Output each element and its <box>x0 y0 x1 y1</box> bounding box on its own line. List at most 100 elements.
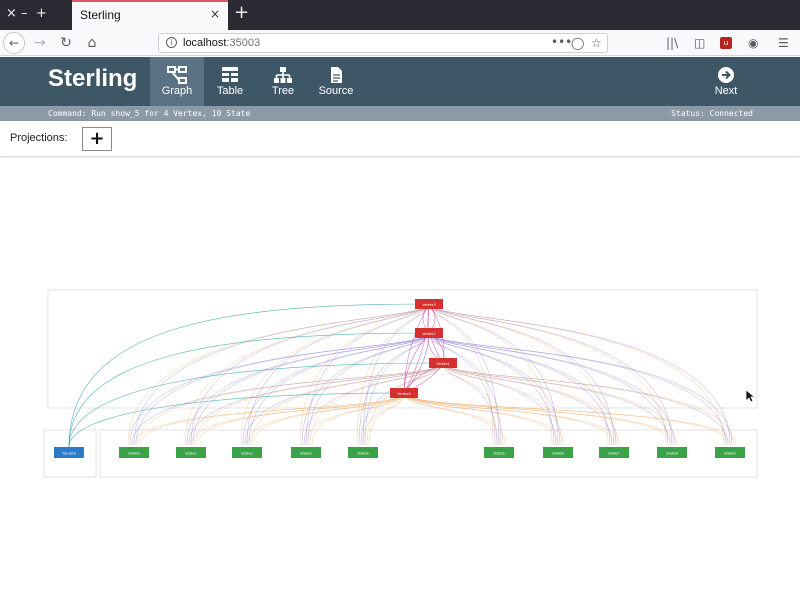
edge-line <box>403 332 430 394</box>
nav-tree-label: Tree <box>271 85 295 97</box>
pocket-icon[interactable]: ◯ <box>571 36 585 50</box>
edge-line <box>442 362 504 446</box>
edge-line <box>368 392 405 446</box>
edge-line <box>246 392 405 446</box>
edge-line <box>362 392 405 446</box>
edge-line <box>252 392 405 446</box>
nav-graph-label: Graph <box>161 85 193 97</box>
nav-table-label: Table <box>216 85 244 97</box>
edge-line <box>403 392 731 446</box>
sidebar-icon[interactable]: ◫ <box>694 36 706 50</box>
tab-close-icon[interactable]: × <box>209 7 220 21</box>
univ-node <box>54 447 84 458</box>
edge-line <box>428 303 673 446</box>
next-button[interactable]: Next <box>699 57 753 106</box>
source-icon <box>331 67 342 83</box>
vertex-node-label: Vertex1 <box>436 362 449 366</box>
forward-icon[interactable]: → <box>34 35 46 51</box>
state-node-label: State4 <box>357 452 369 456</box>
edge-line <box>428 303 559 446</box>
edge-line <box>403 392 565 446</box>
state-node <box>715 447 745 458</box>
menu-icon[interactable]: ☰ <box>778 36 789 50</box>
edge-line <box>403 392 615 446</box>
edge-line <box>442 362 619 446</box>
edge-line <box>403 332 430 394</box>
bookmark-star-icon[interactable]: ☆ <box>591 36 602 50</box>
url-bar[interactable]: i localhost:35003 ••• ◯ ☆ <box>158 33 608 53</box>
vertex-node <box>415 328 443 338</box>
edge-line <box>139 392 405 446</box>
graph-icon <box>167 66 187 84</box>
tree-icon <box>274 67 292 83</box>
add-projection-button[interactable]: + <box>82 127 112 151</box>
vertex-node-label: Vertex3 <box>422 303 435 307</box>
home-icon[interactable]: ⌂ <box>87 35 97 51</box>
url-text: localhost:35003 <box>183 37 260 49</box>
edge-line <box>403 303 430 394</box>
vertex-node-label: Vertex0 <box>397 392 410 396</box>
edge-line <box>68 362 444 448</box>
graph-svg[interactable]: Vertex3 Vertex2 Vertex1 Vertex0 TSLast0 State… <box>0 158 800 611</box>
new-tab-button[interactable]: + <box>234 2 250 23</box>
mouse-cursor-icon <box>745 389 755 403</box>
projections-label: Projections: <box>10 132 68 144</box>
edge-line <box>428 332 617 446</box>
projections-bar: Projections: + <box>0 121 800 157</box>
univ-node-label: TSLast0 <box>61 452 76 456</box>
state-node <box>484 447 514 458</box>
state-node-label: State2 <box>241 452 253 456</box>
edge-line <box>428 303 667 446</box>
edge-line <box>250 362 444 446</box>
edge-line <box>442 362 735 446</box>
account-icon[interactable]: ◉ <box>748 36 759 50</box>
vertex-node <box>390 388 418 398</box>
state-node-label: State1 <box>185 452 197 456</box>
edge-line <box>305 303 430 446</box>
command-text: Command: Run show_5 for 4 Vertex, 10 Sta… <box>48 109 251 118</box>
edge-line <box>442 362 563 446</box>
state-node <box>291 447 321 458</box>
state-node <box>176 447 206 458</box>
edge-line <box>137 362 444 446</box>
nav-source[interactable]: Source <box>309 57 363 106</box>
state-node-label: State9 <box>724 452 736 456</box>
edge-line <box>403 303 430 394</box>
edge-line <box>68 332 430 448</box>
browser-tab[interactable]: Sterling × <box>72 0 228 30</box>
ublock-icon[interactable]: u <box>720 37 732 49</box>
tab-title: Sterling <box>80 8 121 22</box>
state-node-label: State5 <box>493 452 505 456</box>
edge-line <box>196 392 405 446</box>
state-node-label: State0 <box>128 452 140 456</box>
page-actions-icon[interactable]: ••• <box>551 35 573 49</box>
state-node-label: State8 <box>666 452 678 456</box>
edge-line <box>428 303 731 446</box>
edge-line <box>428 332 555 446</box>
state-node-label: State7 <box>608 452 620 456</box>
reload-icon[interactable]: ↻ <box>60 35 72 51</box>
vertex-node-label: Vertex2 <box>422 332 435 336</box>
vertex-group-box <box>47 289 758 409</box>
browser-tab-bar: × – + Sterling × + <box>0 0 800 30</box>
window-close-button[interactable]: × <box>6 6 17 21</box>
edge-line <box>403 392 679 446</box>
state-node <box>119 447 149 458</box>
state-node <box>232 447 262 458</box>
library-icon[interactable]: ||\ <box>666 36 679 50</box>
edge-line <box>68 303 430 448</box>
status-bar: Command: Run show_5 for 4 Vertex, 10 Sta… <box>0 106 800 121</box>
window-minimize-button[interactable]: – <box>21 6 28 21</box>
state-node <box>657 447 687 458</box>
nav-tree[interactable]: Tree <box>256 57 310 106</box>
window-maximize-button[interactable]: + <box>36 6 47 21</box>
nav-graph[interactable]: Graph <box>150 57 204 106</box>
browser-nav-bar: ← → ↻ ⌂ i localhost:35003 ••• ◯ ☆ ||\ ◫ … <box>0 30 800 56</box>
graph-canvas[interactable]: Vertex3 Vertex2 Vertex1 Vertex0 TSLast0 State… <box>0 158 800 611</box>
back-icon[interactable]: ← <box>3 32 25 54</box>
edge-line <box>403 392 673 446</box>
nav-table[interactable]: Table <box>203 57 257 106</box>
app-brand: Sterling <box>48 65 138 92</box>
nav-source-label: Source <box>318 85 354 97</box>
site-info-icon[interactable]: i <box>166 37 177 48</box>
